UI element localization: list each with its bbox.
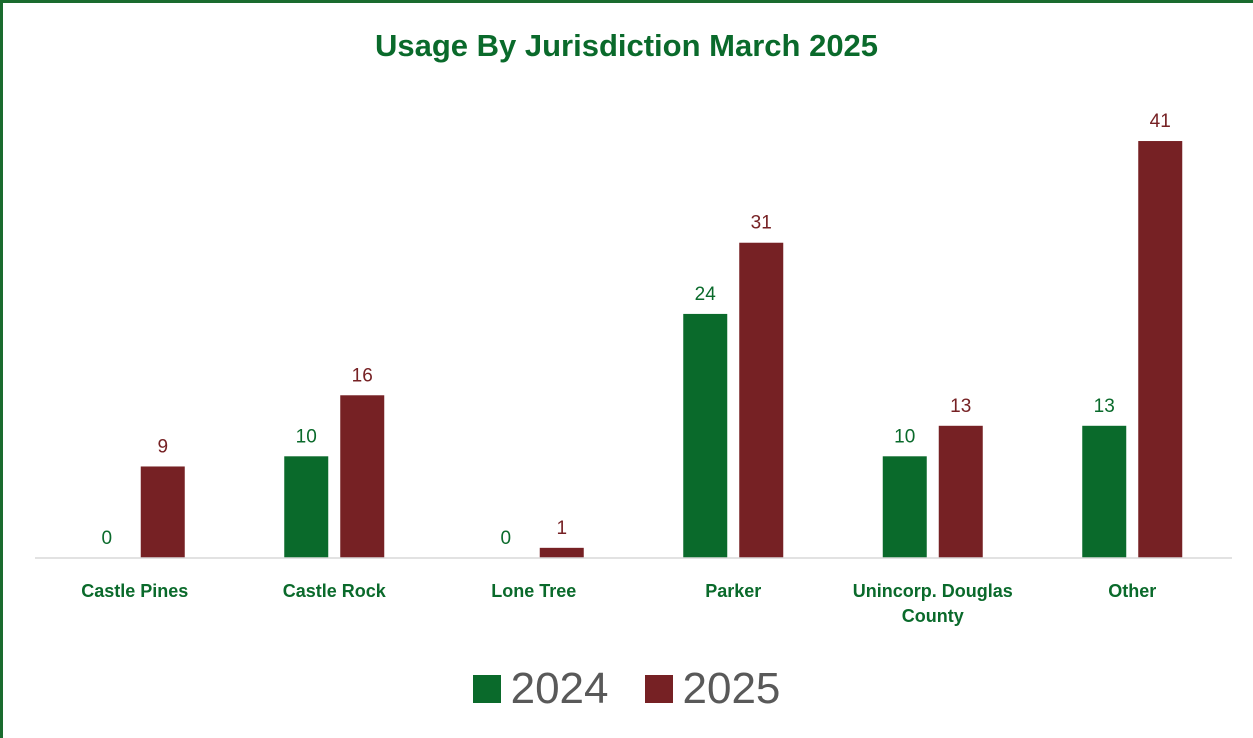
category-label: Parker xyxy=(705,581,761,601)
data-label-2024-castle-pines: 0 xyxy=(101,528,112,549)
data-label-2025-unincorp-douglas-county: 13 xyxy=(950,396,971,417)
legend-swatch-2025 xyxy=(644,675,673,703)
data-label-2024-other: 13 xyxy=(1094,396,1115,417)
chart-title: Usage By Jurisdiction March 2025 xyxy=(374,28,879,63)
category-label: Lone Tree xyxy=(491,581,576,601)
data-label-2025-lone-tree: 1 xyxy=(556,518,567,539)
category-label: Castle Pines xyxy=(81,581,188,601)
data-label-2024-castle-rock: 10 xyxy=(296,426,317,447)
data-label-2025-parker: 31 xyxy=(751,213,772,234)
legend-swatch-2024 xyxy=(472,675,501,703)
data-label-2025-castle-pines: 9 xyxy=(157,436,168,457)
bar-2025-parker xyxy=(739,242,784,559)
bar-2024-castle-rock xyxy=(284,456,329,558)
bar-2025-other xyxy=(1138,141,1183,558)
category-label: Castle Rock xyxy=(283,581,387,601)
bar-2025-castle-pines xyxy=(140,466,185,558)
bar-2025-lone-tree xyxy=(539,547,584,558)
bar-2025-castle-rock xyxy=(340,395,385,558)
data-label-2024-parker: 24 xyxy=(695,284,717,305)
legend-label-2025: 2025 xyxy=(682,664,781,713)
data-label-2025-other: 41 xyxy=(1150,111,1171,132)
chart-legend: 2024 2025 xyxy=(0,664,1253,714)
category-label: Other xyxy=(1108,581,1156,601)
category-label: Unincorp. Douglas County xyxy=(853,581,1013,626)
data-label-2024-unincorp-douglas-county: 10 xyxy=(894,426,915,447)
data-label-2024-lone-tree: 0 xyxy=(500,528,511,549)
bar-2025-unincorp-douglas-county xyxy=(938,425,983,558)
legend-item-2025: 2025 xyxy=(644,664,781,714)
legend-label-2024: 2024 xyxy=(510,664,609,713)
bar-2024-parker xyxy=(683,313,728,558)
bar-2024-other xyxy=(1082,425,1127,558)
legend-item-2024: 2024 xyxy=(472,664,609,714)
data-label-2025-castle-rock: 16 xyxy=(352,365,373,386)
bar-2024-unincorp-douglas-county xyxy=(882,456,927,558)
